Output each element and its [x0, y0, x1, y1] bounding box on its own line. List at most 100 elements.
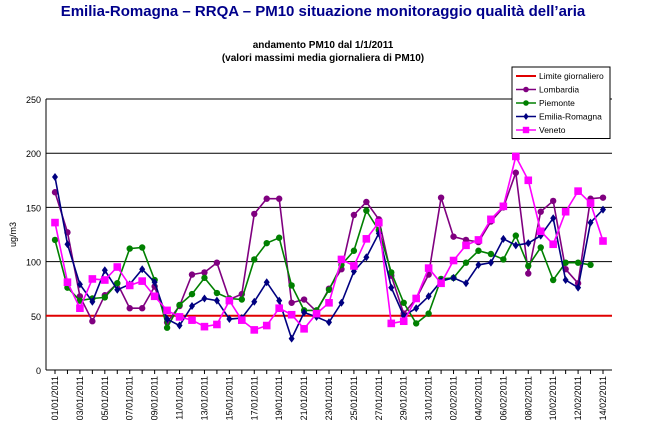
data-point	[375, 219, 383, 227]
x-tick-label: 05/01/2011	[100, 376, 110, 420]
data-point	[338, 256, 346, 264]
data-point	[76, 304, 84, 312]
x-tick-label: 12/02/2011	[573, 376, 583, 420]
data-point	[599, 237, 607, 245]
x-tick-label: 06/02/2011	[498, 376, 508, 420]
y-tick-label: 50	[31, 312, 41, 322]
data-point	[164, 325, 170, 331]
data-point	[462, 242, 470, 250]
x-tick-label: 15/01/2011	[224, 376, 234, 420]
data-point	[189, 291, 195, 297]
data-point	[89, 275, 97, 283]
legend-marker	[523, 87, 529, 93]
data-point	[562, 208, 570, 216]
data-point	[575, 259, 581, 265]
data-point	[450, 233, 456, 239]
y-tick-label: 100	[26, 258, 41, 268]
x-tick-label: 10/02/2011	[548, 376, 558, 420]
data-point	[263, 322, 271, 330]
data-point	[351, 212, 357, 218]
data-point	[401, 300, 407, 306]
x-tick-label: 03/01/2011	[75, 376, 85, 420]
data-point	[326, 287, 332, 293]
data-point	[201, 275, 207, 281]
data-point	[550, 198, 556, 204]
legend-marker	[523, 127, 529, 133]
x-tick-label: 14/02/2011	[598, 376, 608, 420]
x-tick-label: 31/01/2011	[424, 376, 434, 420]
data-point	[488, 251, 494, 257]
x-tick-label: 23/01/2011	[324, 376, 334, 420]
data-point	[139, 305, 145, 311]
data-point	[64, 278, 72, 286]
x-tick-label: 09/01/2011	[150, 376, 160, 420]
data-point	[412, 295, 420, 303]
legend-label: Lombardia	[539, 85, 579, 95]
data-point	[538, 244, 544, 250]
data-point	[587, 199, 595, 207]
data-point	[549, 240, 557, 248]
data-point	[127, 245, 133, 251]
data-point	[201, 323, 209, 331]
data-point	[325, 299, 333, 307]
x-tick-label: 07/01/2011	[125, 376, 135, 420]
data-point	[239, 296, 245, 302]
x-tick-label: 19/01/2011	[274, 376, 284, 420]
data-point	[363, 235, 371, 243]
data-point	[275, 304, 283, 312]
data-point	[563, 276, 569, 284]
data-point	[513, 232, 519, 238]
y-tick-label: 200	[26, 149, 41, 159]
data-point	[127, 305, 133, 311]
data-point	[151, 292, 159, 300]
data-point	[550, 277, 556, 283]
data-point	[301, 296, 307, 302]
data-point	[288, 300, 294, 306]
data-point	[387, 320, 395, 328]
data-point	[463, 259, 469, 265]
data-point	[214, 259, 220, 265]
data-point	[513, 170, 519, 176]
data-point	[538, 209, 544, 215]
x-tick-label: 04/02/2011	[473, 376, 483, 420]
data-point	[276, 196, 282, 202]
data-point	[587, 262, 593, 268]
data-point	[475, 236, 483, 244]
data-point	[525, 239, 531, 247]
legend-label: Veneto	[539, 125, 566, 135]
data-point	[525, 263, 531, 269]
data-point	[537, 227, 545, 235]
data-point	[126, 282, 134, 290]
data-point	[176, 313, 184, 321]
data-point	[163, 307, 171, 315]
data-point	[288, 282, 294, 288]
data-point	[276, 235, 282, 241]
data-point	[251, 256, 257, 262]
legend-label: Emilia-Romagna	[539, 112, 602, 122]
data-point	[238, 316, 246, 324]
x-tick-label: 21/01/2011	[299, 376, 309, 420]
data-point	[400, 317, 408, 325]
data-point	[288, 311, 296, 319]
x-tick-label: 13/01/2011	[199, 376, 209, 420]
data-point	[425, 310, 431, 316]
data-point	[176, 302, 182, 308]
data-point	[214, 290, 220, 296]
data-point	[300, 325, 308, 333]
x-tick-label: 27/01/2011	[374, 376, 384, 420]
data-point	[213, 321, 221, 329]
data-point	[512, 153, 520, 161]
data-point	[313, 310, 321, 318]
x-tick-label: 01/01/2011	[50, 376, 60, 420]
data-point	[450, 257, 458, 265]
data-point	[413, 320, 419, 326]
data-point	[425, 264, 433, 272]
data-point	[189, 271, 195, 277]
data-point	[89, 318, 95, 324]
x-tick-label: 02/02/2011	[449, 376, 459, 420]
data-point	[264, 240, 270, 246]
data-point	[525, 270, 531, 276]
data-point	[500, 203, 508, 211]
data-point	[600, 194, 606, 200]
